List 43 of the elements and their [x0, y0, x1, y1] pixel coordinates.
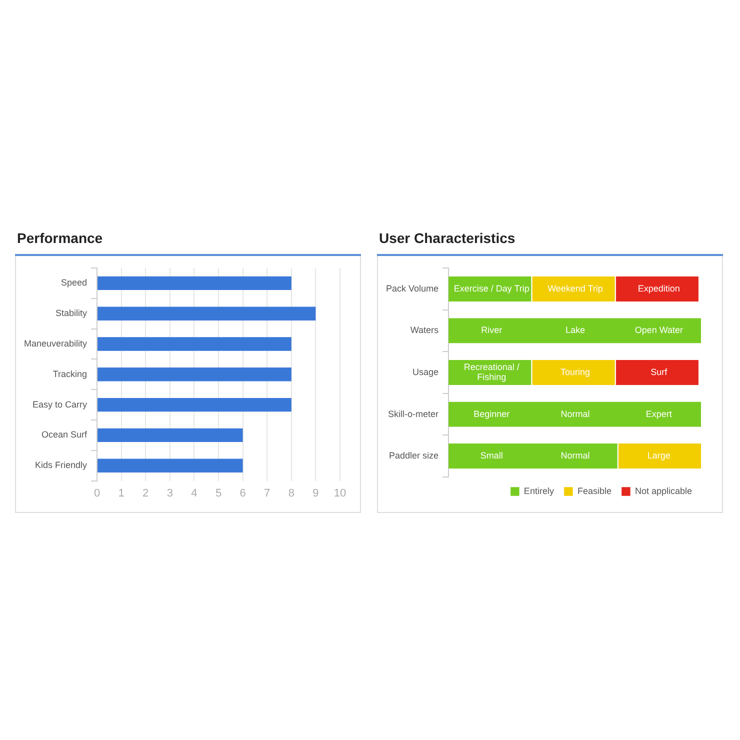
annotation: Recreational / Fishing	[464, 362, 520, 382]
y-tick-label: Pack Volume	[386, 283, 439, 294]
annotation: Touring	[560, 366, 590, 377]
x-tick-label: 8	[288, 487, 294, 500]
x-tick-label: 6	[240, 487, 246, 500]
annotation: River	[481, 325, 502, 336]
annotation: Expedition	[638, 283, 680, 294]
x-tick-label: 7	[264, 487, 270, 500]
y-tick-label: Skill-o-meter	[388, 408, 439, 419]
x-tick-label: 4	[191, 487, 198, 500]
x-tick-label: 0	[94, 487, 100, 500]
chart-title: Performance	[15, 228, 361, 256]
annotation: Expert	[646, 408, 672, 419]
y-tick-label: Easy to Carry	[32, 399, 88, 410]
annotation: Normal	[560, 450, 590, 461]
x-tick-label: 9	[312, 487, 319, 500]
y-tick-label: Ocean Surf	[42, 430, 88, 440]
legend-label: Feasible	[577, 486, 612, 496]
legend-label: Entirely	[524, 486, 554, 496]
y-tick-label: Kids Friendly	[35, 460, 88, 470]
y-tick-label: Speed	[61, 278, 88, 288]
annotation: Open Water	[634, 325, 684, 336]
annotation: Exercise / Day Trip	[454, 283, 530, 294]
x-tick-label: 5	[215, 487, 222, 500]
chart-title: User Characteristics	[377, 228, 723, 256]
annotation: Surf	[650, 366, 668, 377]
y-tick-label: Stability	[56, 308, 88, 318]
annotation: Large	[647, 450, 670, 461]
y-tick-label: Usage	[412, 366, 439, 377]
annotation: Weekend Trip	[548, 283, 603, 294]
annotation: Normal	[560, 408, 590, 419]
y-tick-label: Tracking	[52, 368, 88, 379]
x-tick-label: 1	[118, 487, 124, 500]
annotation: Lake	[566, 325, 586, 336]
x-tick-label: 10	[334, 487, 346, 500]
annotation: Small	[480, 450, 503, 461]
y-tick-label: Waters	[410, 325, 440, 336]
x-tick-label: 2	[142, 487, 149, 500]
x-tick-label: 3	[166, 487, 173, 500]
legend-label: Not applicable	[634, 486, 692, 496]
annotation: Beginner	[474, 408, 510, 419]
y-tick-label: Paddler size	[388, 450, 439, 461]
y-tick-label: Maneuverability	[24, 338, 88, 348]
